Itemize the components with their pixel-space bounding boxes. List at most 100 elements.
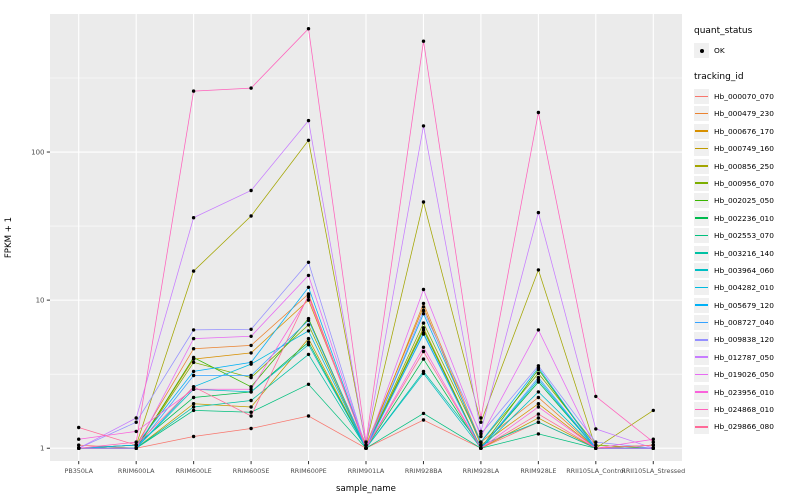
legend-item-label: Hb_009838_120 [714, 335, 774, 345]
data-point [249, 86, 253, 90]
data-point [536, 371, 541, 376]
data-point [77, 437, 81, 441]
x-tick-label: RRIM600PE [290, 467, 326, 475]
data-point [249, 214, 253, 218]
data-point [134, 416, 138, 420]
legend-item-tracking-id: Hb_005679_120 [694, 297, 798, 313]
legend-color-line [695, 130, 708, 132]
legend-key-swatch [694, 280, 709, 296]
data-point [77, 443, 81, 447]
data-point [191, 434, 196, 439]
legend-color-line [695, 338, 708, 341]
legend-item-tracking-id: Hb_003964_060 [694, 262, 798, 278]
data-point [77, 446, 81, 450]
legend-item-tracking-id: Hb_019026_050 [694, 367, 798, 383]
data-point [77, 425, 81, 430]
data-point [421, 418, 426, 422]
data-point [191, 89, 196, 93]
legend-item-label: Hb_000749_160 [714, 144, 774, 154]
data-point [651, 446, 655, 450]
data-point [536, 364, 541, 368]
legend-item-tracking-id: Hb_008727_040 [694, 315, 798, 331]
data-point [191, 328, 196, 332]
legend-item-label: Hb_023956_010 [714, 387, 774, 397]
data-point [306, 260, 311, 264]
data-point [421, 331, 426, 335]
data-point [479, 416, 483, 420]
data-point [421, 308, 426, 313]
data-point [536, 402, 541, 406]
legend-key-swatch [694, 193, 709, 209]
data-point [421, 301, 426, 306]
legend-item-tracking-id: Hb_002553_070 [694, 228, 798, 244]
data-point [364, 446, 368, 450]
data-point [249, 343, 253, 348]
legend-item-label: Hb_003964_060 [714, 265, 774, 275]
legend-item-tracking-id: Hb_009838_120 [694, 332, 798, 348]
legend-color-line [695, 286, 708, 289]
x-tick-label: RRII105LA_Stressed [621, 467, 685, 475]
data-point [364, 443, 368, 447]
data-point [306, 382, 311, 386]
legend-key-swatch [694, 315, 709, 331]
legend-item-label: Hb_000676_170 [714, 126, 774, 136]
data-point [479, 446, 483, 450]
data-point [249, 426, 253, 431]
legend-key-swatch [694, 297, 709, 313]
legend-color-line [695, 112, 708, 115]
legend-key-swatch [694, 349, 709, 365]
legend-key-swatch [694, 123, 709, 139]
x-tick-label: PB350LA [64, 467, 93, 475]
legend-key-swatch [694, 332, 709, 348]
legend-item-label: Hb_029866_080 [714, 422, 774, 432]
data-point [421, 39, 426, 43]
data-point [134, 443, 138, 447]
legend-item-tracking-id: Hb_002236_010 [694, 210, 798, 226]
data-point [191, 369, 196, 374]
legend-item-label: Hb_003216_140 [714, 248, 774, 258]
legend-item-label: Hb_000070_070 [714, 92, 774, 101]
legend-color-line [695, 199, 708, 202]
data-point [191, 216, 196, 220]
legend-item-label: Hb_002553_070 [714, 231, 774, 241]
data-point [249, 385, 253, 389]
data-point [134, 429, 138, 434]
y-tick-label: 100 [31, 148, 44, 156]
legend-item-label: Hb_008727_040 [714, 318, 774, 328]
x-tick-label: RRIM600LE [176, 467, 212, 475]
legend-key-swatch [694, 141, 709, 157]
legend-color-line [695, 217, 708, 219]
data-point [306, 298, 311, 302]
plot-area: 1 10 100 PB350LA RRIM600LA RRIM600LE RRIM600SE… [4, 14, 685, 494]
legend-color-line [695, 147, 708, 150]
data-point [421, 411, 426, 416]
data-point [594, 443, 598, 447]
data-point [191, 395, 196, 400]
data-point [249, 188, 253, 193]
data-point [306, 273, 311, 278]
data-point [479, 432, 483, 436]
data-point [421, 345, 426, 349]
legend-panel: quant_status OK tracking_id Hb_000070_07… [694, 26, 798, 448]
data-point [249, 405, 253, 409]
y-tick-label: 1 [40, 445, 44, 453]
legend-item-tracking-id: Hb_023956_010 [694, 384, 798, 400]
data-point [306, 138, 311, 142]
legend-key-swatch [694, 175, 709, 191]
x-axis-title: sample_name [336, 484, 396, 494]
data-point [536, 328, 541, 332]
legend-key-swatch [694, 402, 709, 418]
x-tick-label: RRIM600SE [233, 467, 270, 475]
data-point [651, 408, 655, 413]
legend-key-swatch [694, 89, 709, 104]
data-point [421, 305, 426, 309]
x-tick-label: RRIM901LA [348, 467, 385, 475]
data-point [421, 200, 426, 204]
data-point [249, 414, 253, 418]
data-point [191, 405, 196, 409]
legend-item-label: Hb_000479_230 [714, 109, 774, 119]
legend-item-tracking-id: Hb_029866_080 [694, 419, 798, 435]
data-point [479, 440, 483, 444]
data-point [421, 328, 426, 332]
legend-color-line [695, 304, 708, 306]
